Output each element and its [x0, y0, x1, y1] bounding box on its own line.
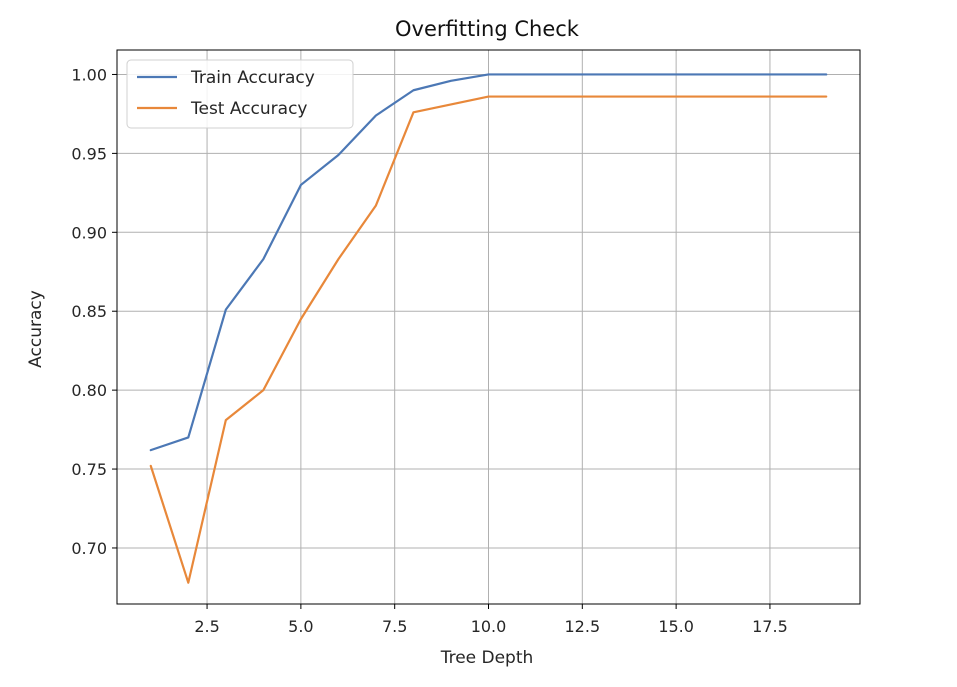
- x-tick-label: 15.0: [658, 617, 694, 636]
- legend: Train Accuracy Test Accuracy: [126, 59, 354, 129]
- y-tick-label: 0.85: [71, 302, 107, 321]
- legend-label-test-accuracy: Test Accuracy: [190, 99, 308, 119]
- legend-label-train-accuracy: Train Accuracy: [190, 68, 315, 88]
- x-tick-label: 10.0: [471, 617, 507, 636]
- x-tick-label: 7.5: [382, 617, 407, 636]
- axis-ticks: 2.5 5.0 7.5 10.0 12.5 15.0 17.5 0.70 0.75 0.80 0.8…: [71, 65, 787, 636]
- x-tick-label: 2.5: [194, 617, 219, 636]
- y-tick-label: 0.75: [71, 460, 107, 479]
- y-axis-label: Accuracy: [26, 290, 46, 368]
- y-tick-label: 0.90: [71, 223, 107, 242]
- x-axis-label: Tree Depth: [440, 648, 534, 668]
- chart-title: Overfitting Check: [395, 17, 580, 41]
- y-tick-label: 0.95: [71, 144, 107, 163]
- series-line-test-accuracy: [149, 95, 828, 584]
- series-line-train-accuracy: [149, 73, 828, 452]
- x-tick-label: 17.5: [752, 617, 788, 636]
- y-tick-label: 1.00: [71, 65, 107, 84]
- series-lines: [149, 73, 828, 584]
- x-tick-label: 12.5: [565, 617, 601, 636]
- y-tick-label: 0.70: [71, 539, 107, 558]
- legend-box: [126, 59, 354, 129]
- y-tick-label: 0.80: [71, 381, 107, 400]
- grid-lines: [117, 50, 860, 604]
- x-tick-label: 5.0: [288, 617, 313, 636]
